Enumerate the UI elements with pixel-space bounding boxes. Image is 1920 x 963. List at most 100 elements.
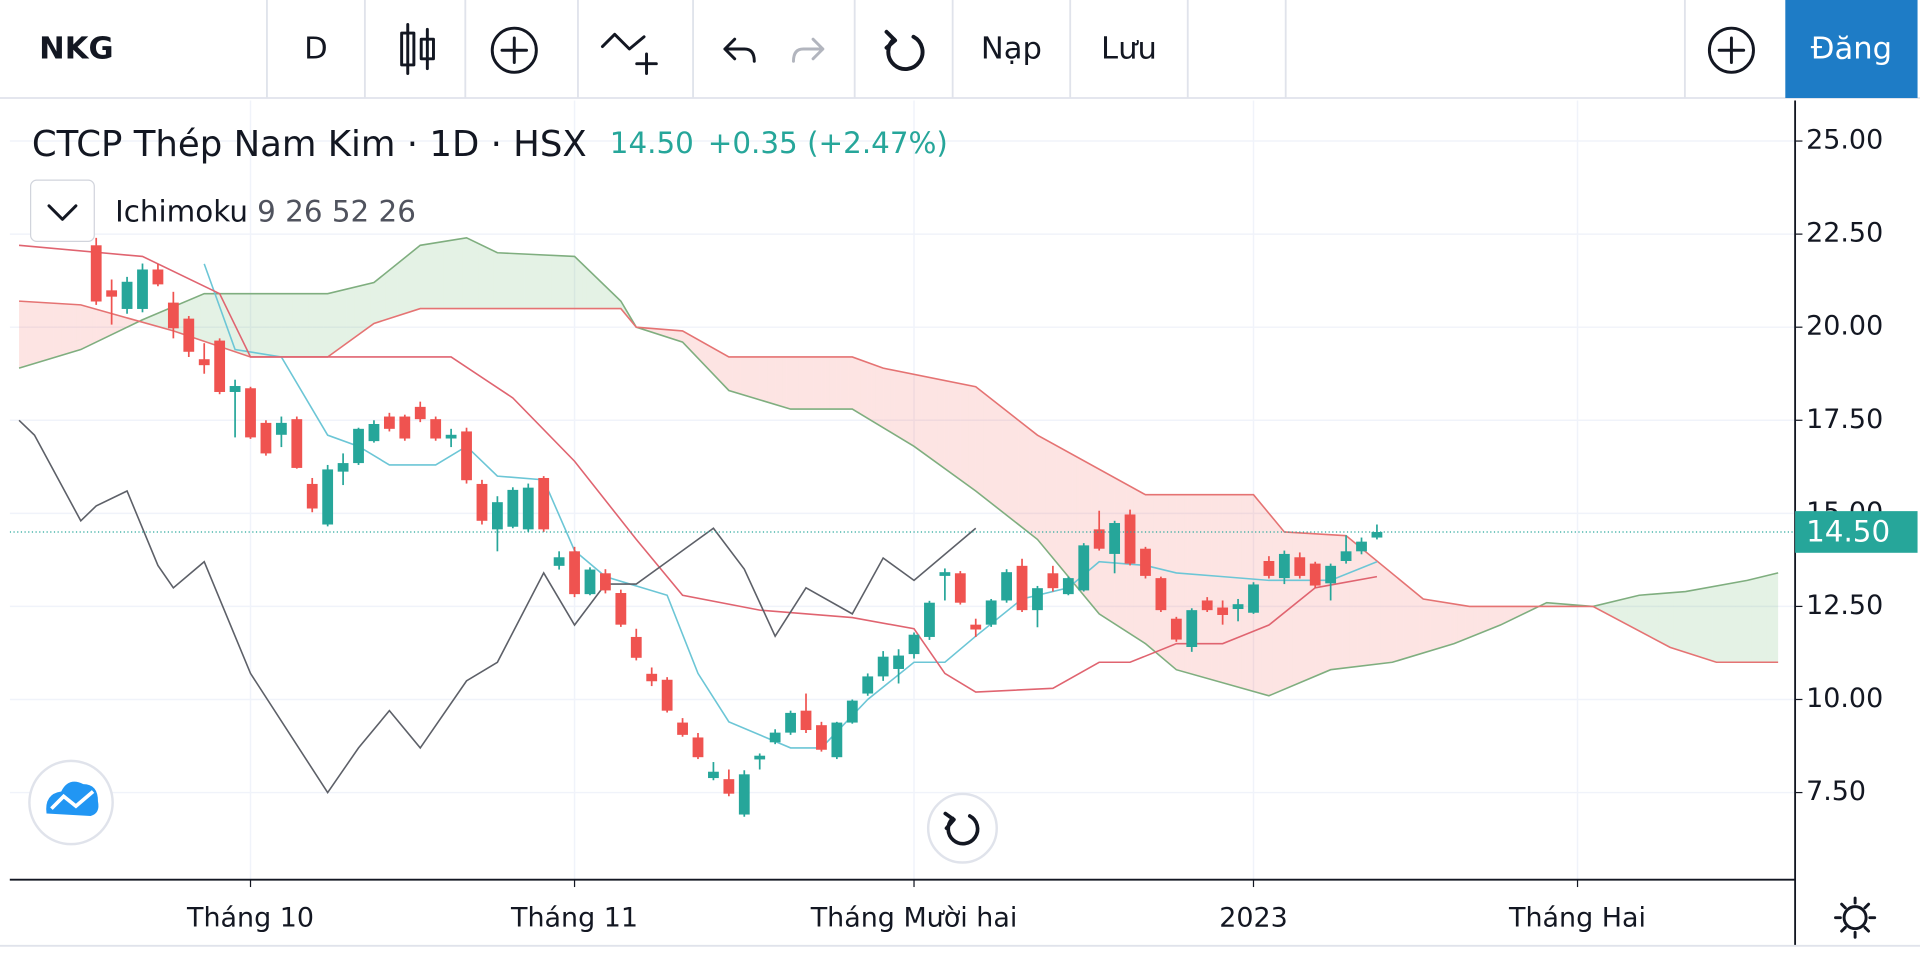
- cloud-fill: [1373, 557, 1377, 665]
- cloud-fill: [717, 350, 722, 383]
- cloud-fill: [744, 356, 749, 397]
- cloud-fill: [1677, 591, 1682, 652]
- cloud-fill: [373, 279, 378, 324]
- cloud-fill: [975, 386, 980, 495]
- load-button[interactable]: Nạp: [981, 32, 1042, 67]
- cloud-fill: [1496, 606, 1501, 627]
- candle-body: [183, 318, 195, 352]
- cloud-fill: [1511, 606, 1516, 620]
- cloud-fill: [1203, 494, 1208, 679]
- cloud-fill: [1342, 535, 1347, 669]
- cloud-fill: [597, 278, 602, 309]
- cloud-fill: [73, 304, 77, 352]
- undo-button[interactable]: [723, 37, 756, 63]
- cloud-fill: [1357, 545, 1362, 667]
- x-tick-label: 2023: [1219, 902, 1288, 933]
- legend-toggle[interactable]: [30, 179, 95, 242]
- cloud-fill: [508, 253, 513, 309]
- cloud-fill: [1689, 590, 1694, 655]
- cloud-fill: [941, 379, 945, 469]
- reset-scale-button[interactable]: [926, 792, 998, 864]
- cloud-fill: [1504, 606, 1509, 624]
- cloud-fill: [1747, 579, 1752, 663]
- candle-body: [322, 469, 334, 525]
- cloud-fill: [1400, 579, 1404, 660]
- cloud-fill: [663, 329, 668, 338]
- cloud-fill: [1762, 575, 1767, 663]
- cloud-fill: [520, 253, 525, 309]
- cloud-fill: [1758, 576, 1763, 663]
- cloud-fill: [1226, 494, 1231, 685]
- cloud-fill: [96, 309, 101, 343]
- cloud-fill: [1149, 494, 1154, 651]
- cloud-fill: [343, 289, 347, 346]
- reload-button[interactable]: [884, 29, 925, 71]
- cloud-fill: [852, 356, 857, 412]
- cloud-fill: [1697, 588, 1701, 658]
- logo[interactable]: [28, 759, 114, 846]
- cloud-fill: [902, 372, 907, 442]
- cloud-fill: [721, 352, 725, 387]
- save-button[interactable]: Lưu: [1101, 32, 1157, 67]
- cloud-fill: [566, 256, 571, 309]
- cloud-fill: [856, 358, 861, 414]
- candle-body: [970, 624, 982, 630]
- cloud-fill: [127, 317, 131, 328]
- cloud-fill: [462, 237, 467, 309]
- cloud-fill: [470, 239, 475, 309]
- candle-body: [260, 422, 272, 454]
- candle-body: [1309, 563, 1321, 586]
- indicator-params: 9 26 52 26: [257, 195, 416, 229]
- cloud-fill: [1322, 534, 1327, 673]
- candle-body: [677, 722, 688, 735]
- cloud-fill: [1434, 600, 1439, 650]
- cloud-fill: [933, 378, 938, 464]
- cloud-fill: [1770, 573, 1775, 663]
- cloud-fill: [802, 356, 807, 410]
- add-button[interactable]: [1707, 26, 1755, 74]
- cloud-fill: [809, 356, 814, 410]
- cloud-fill: [1361, 548, 1366, 666]
- candle-body: [1263, 560, 1275, 576]
- candle-body: [646, 673, 658, 682]
- signup-label[interactable]: Đăng: [1811, 32, 1892, 67]
- cloud-fill: [119, 315, 124, 331]
- compare-button[interactable]: [490, 26, 538, 74]
- cloud-fill: [991, 398, 996, 507]
- cloud-fill: [917, 375, 922, 452]
- chart-style-button[interactable]: [400, 23, 435, 75]
- cloud-fill: [1438, 601, 1443, 649]
- cloud-fill: [821, 356, 826, 410]
- cloud-fill: [404, 254, 409, 314]
- cloud-fill: [1303, 533, 1308, 682]
- cloud-fill: [1056, 445, 1061, 568]
- cloud-fill: [493, 250, 498, 309]
- cloud-fill: [779, 356, 783, 407]
- candle-body: [893, 655, 904, 669]
- cloud-fill: [798, 356, 803, 410]
- redo-button[interactable]: [792, 37, 825, 63]
- cloud-fill: [88, 307, 93, 346]
- candle-body: [954, 573, 966, 603]
- cloud-fill: [697, 339, 702, 363]
- cloud-fill: [370, 282, 374, 327]
- candle-body: [1294, 557, 1306, 576]
- symbol-button[interactable]: NKG: [39, 32, 113, 67]
- cloud-fill: [400, 257, 405, 315]
- interval-button[interactable]: D: [304, 32, 328, 67]
- cloud-fill: [724, 354, 729, 391]
- cloud-fill: [960, 383, 965, 483]
- cloud-fill: [1685, 590, 1690, 654]
- cloud-fill: [670, 329, 675, 340]
- cloud-fill: [1230, 494, 1235, 686]
- candle-body: [152, 269, 164, 285]
- settings-button[interactable]: [1834, 896, 1877, 939]
- cloud-fill: [771, 356, 776, 405]
- cloud-fill: [512, 253, 517, 309]
- cloud-fill: [1731, 582, 1736, 663]
- signup-button[interactable]: [1785, 0, 1918, 99]
- candle-body: [337, 463, 349, 472]
- cloud-fill: [22, 301, 27, 367]
- cloud-fill: [107, 312, 112, 337]
- indicators-button[interactable]: [600, 32, 658, 75]
